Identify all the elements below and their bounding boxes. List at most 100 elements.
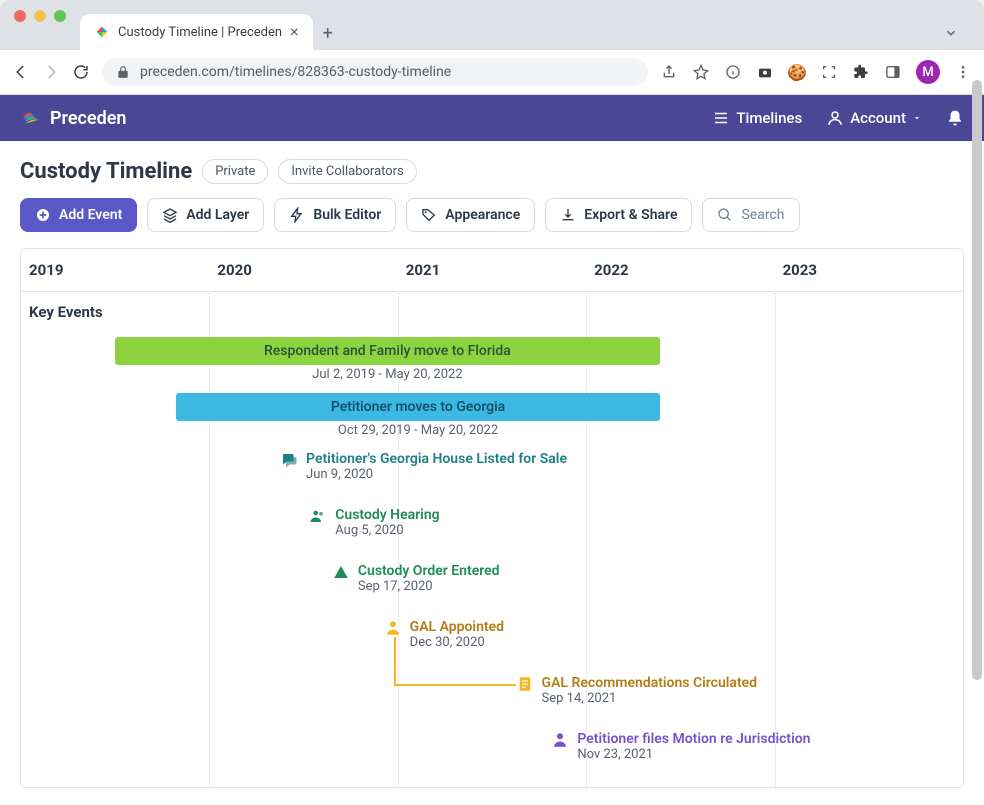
search-icon: [717, 207, 733, 223]
bolt-icon: [289, 207, 305, 223]
star-icon[interactable]: [692, 63, 710, 81]
minimize-window[interactable]: [34, 10, 46, 22]
browser-tab[interactable]: Custody Timeline | Preceden ×: [80, 14, 313, 50]
timeline-point[interactable]: Custody HearingAug 5, 2020: [309, 507, 439, 538]
add-layer-label: Add Layer: [186, 207, 249, 223]
scrollbar-thumb[interactable]: [972, 80, 982, 680]
close-window[interactable]: [14, 10, 26, 22]
people-icon: [309, 507, 327, 525]
brand-name: Preceden: [50, 108, 127, 129]
extensions-icon[interactable]: [852, 63, 870, 81]
avatar-letter: M: [922, 65, 933, 80]
timeline-point[interactable]: Petitioner files Motion re JurisdictionN…: [551, 731, 810, 762]
chevron-down-icon: [912, 113, 922, 123]
person-icon: [551, 731, 569, 749]
person-icon: [384, 619, 402, 637]
toolbar-icons: 🍪 M: [660, 60, 972, 84]
point-date: Sep 14, 2021: [542, 691, 758, 706]
address-bar-row: preceden.com/timelines/828363-custody-ti…: [0, 50, 984, 95]
user-icon: [826, 109, 844, 127]
nav-account[interactable]: Account: [826, 109, 922, 127]
frame-icon[interactable]: [820, 63, 838, 81]
favicon-icon: [94, 24, 110, 40]
timeline-bar[interactable]: Respondent and Family move to Florida: [115, 337, 659, 365]
point-title: Petitioner files Motion re Jurisdiction: [577, 731, 810, 747]
appearance-button[interactable]: Appearance: [406, 198, 535, 232]
info-icon[interactable]: [724, 63, 742, 81]
tab-title: Custody Timeline | Preceden: [118, 25, 282, 40]
search-placeholder: Search: [741, 207, 784, 223]
close-tab-icon[interactable]: ×: [290, 24, 299, 40]
point-title: Custody Order Entered: [358, 563, 500, 579]
url-text: preceden.com/timelines/828363-custody-ti…: [140, 64, 451, 80]
export-share-label: Export & Share: [584, 207, 677, 223]
nav-account-label: Account: [850, 109, 906, 127]
year-label: 2023: [775, 249, 963, 291]
bulk-editor-button[interactable]: Bulk Editor: [274, 198, 396, 232]
nav-timelines-label: Timelines: [736, 109, 802, 127]
timeline-point[interactable]: Petitioner's Georgia House Listed for Sa…: [280, 451, 567, 482]
search-box[interactable]: Search: [702, 198, 799, 232]
point-date: Nov 23, 2021: [577, 747, 810, 762]
reload-button[interactable]: [72, 63, 90, 81]
toolbar: Add Event Add Layer Bulk Editor Appearan…: [20, 198, 964, 232]
bulk-editor-label: Bulk Editor: [313, 207, 381, 223]
point-title: GAL Recommendations Circulated: [542, 675, 758, 691]
bell-icon: [946, 109, 964, 127]
nav-forward-button[interactable]: [42, 63, 60, 81]
point-date: Sep 17, 2020: [358, 579, 500, 594]
year-label: 2022: [586, 249, 774, 291]
maximize-window[interactable]: [54, 10, 66, 22]
point-title: GAL Appointed: [410, 619, 504, 635]
profile-avatar[interactable]: M: [916, 60, 940, 84]
timeline-point[interactable]: GAL AppointedDec 30, 2020: [384, 619, 504, 650]
cookie-icon[interactable]: 🍪: [788, 63, 806, 81]
point-title: Custody Hearing: [335, 507, 439, 523]
page-content: Custody Timeline Private Invite Collabor…: [0, 141, 984, 805]
menu-icon[interactable]: [954, 63, 972, 81]
nav-back-button[interactable]: [12, 63, 30, 81]
tag-icon: [421, 207, 437, 223]
connector: [394, 637, 396, 684]
address-bar[interactable]: preceden.com/timelines/828363-custody-ti…: [102, 58, 648, 86]
share-icon[interactable]: [660, 63, 678, 81]
year-header: 20192020202120222023: [21, 249, 963, 292]
document-icon: [516, 675, 534, 693]
notifications-button[interactable]: [946, 109, 964, 127]
timeline-point[interactable]: GAL Recommendations CirculatedSep 14, 20…: [516, 675, 758, 706]
gridline: [775, 293, 776, 787]
export-share-button[interactable]: Export & Share: [545, 198, 692, 232]
year-label: 2019: [21, 249, 209, 291]
layers-icon: [162, 207, 178, 223]
list-icon: [712, 109, 730, 127]
timeline-bar-daterange: Oct 29, 2019 - May 20, 2022: [176, 423, 659, 438]
tabs-menu-button[interactable]: [928, 19, 974, 50]
chevron-down-icon: [944, 26, 958, 40]
header-nav: Timelines Account: [712, 109, 964, 127]
triangle-icon: [332, 563, 350, 581]
timeline-point[interactable]: Custody Order EnteredSep 17, 2020: [332, 563, 500, 594]
camera-icon[interactable]: [756, 63, 774, 81]
point-date: Aug 5, 2020: [335, 523, 439, 538]
lock-icon: [116, 65, 130, 79]
timeline-bar-daterange: Jul 2, 2019 - May 20, 2022: [115, 367, 659, 382]
private-badge: Private: [202, 159, 268, 184]
timeline-bar[interactable]: Petitioner moves to Georgia: [176, 393, 659, 421]
point-title: Petitioner's Georgia House Listed for Sa…: [306, 451, 567, 467]
plus-circle-icon: [35, 207, 51, 223]
sidepanel-icon[interactable]: [884, 63, 902, 81]
add-layer-button[interactable]: Add Layer: [147, 198, 264, 232]
add-event-button[interactable]: Add Event: [20, 198, 137, 232]
add-event-label: Add Event: [59, 207, 122, 223]
section-label: Key Events: [29, 303, 103, 321]
nav-timelines[interactable]: Timelines: [712, 109, 802, 127]
page-title: Custody Timeline: [20, 159, 192, 184]
brand-logo[interactable]: Preceden: [20, 107, 127, 129]
invite-collaborators-button[interactable]: Invite Collaborators: [278, 159, 416, 184]
appearance-label: Appearance: [445, 207, 520, 223]
comments-icon: [280, 451, 298, 469]
tab-bar: Custody Timeline | Preceden × +: [0, 14, 984, 50]
point-date: Jun 9, 2020: [306, 467, 567, 482]
new-tab-button[interactable]: +: [313, 17, 343, 50]
timeline-canvas[interactable]: 20192020202120222023 Key Events Responde…: [20, 248, 964, 788]
